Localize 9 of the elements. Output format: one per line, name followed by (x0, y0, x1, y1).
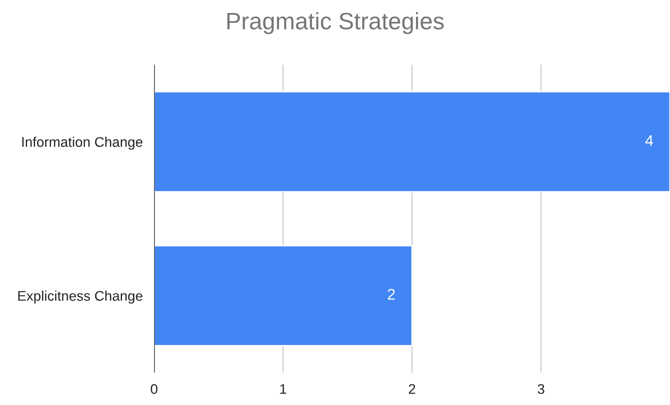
data-label: 2 (388, 288, 395, 300)
x-tick-label: 0 (150, 384, 158, 394)
x-tick-label: 2 (408, 384, 416, 394)
x-tick-label: 1 (280, 384, 286, 394)
chart-title: Pragmatic Strategies (227, 12, 444, 34)
y-tick-label: Explicitness Change (18, 290, 142, 304)
y-tick-label: Information Change (22, 136, 142, 150)
x-tick-label: 3 (538, 384, 544, 394)
data-label: 4 (645, 135, 654, 146)
